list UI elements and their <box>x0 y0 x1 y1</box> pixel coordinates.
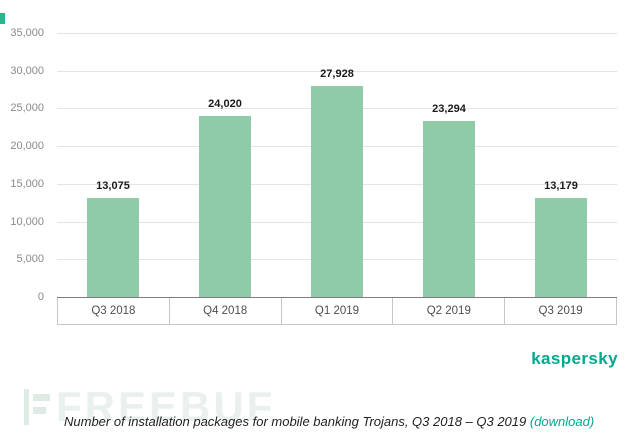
x-tick-label: Q3 2019 <box>505 298 617 324</box>
caption-text: Number of installation packages for mobi… <box>64 414 527 429</box>
bar-value-label: 13,179 <box>544 179 578 192</box>
download-link[interactable]: (download) <box>529 414 595 429</box>
y-tick-label: 25,000 <box>10 102 44 115</box>
page-corner-mark <box>0 13 5 24</box>
y-tick-label: 30,000 <box>10 64 44 77</box>
x-tick-label: Q2 2019 <box>393 298 506 324</box>
bar <box>199 115 251 297</box>
chart-caption: Number of installation packages for mobi… <box>64 414 594 429</box>
x-axis: Q3 2018 Q4 2018 Q1 2019 Q2 2019 Q3 2019 <box>57 297 617 325</box>
y-tick-label: 10,000 <box>10 215 44 228</box>
bar <box>311 86 363 297</box>
bar <box>423 121 475 297</box>
gridline <box>57 33 617 34</box>
bar <box>535 197 587 297</box>
gridline <box>57 71 617 72</box>
y-tick-label: 15,000 <box>10 177 44 190</box>
bar-value-label: 24,020 <box>208 97 242 110</box>
kaspersky-logo: kaspersky <box>531 349 618 368</box>
bar-value-label: 27,928 <box>320 68 354 81</box>
plot-area: 13,075 24,020 27,928 23,294 13,179 <box>57 33 617 297</box>
watermark: FREEBUF <box>24 386 275 428</box>
y-tick-label: 0 <box>37 291 44 303</box>
x-tick-label: Q1 2019 <box>282 298 394 324</box>
bar-value-label: 13,075 <box>96 180 130 193</box>
y-tick-label: 35,000 <box>10 27 44 39</box>
bar-value-label: 23,294 <box>432 103 466 116</box>
y-tick-label: 5,000 <box>16 253 44 266</box>
y-axis: 0 5,000 10,000 15,000 20,000 25,000 30,000 35,0… <box>0 27 50 303</box>
freebuf-watermark-icon <box>24 389 50 425</box>
bar <box>87 198 139 297</box>
y-tick-label: 20,000 <box>10 140 44 153</box>
x-tick-label: Q3 2018 <box>57 298 170 324</box>
watermark-text: FREEBUF <box>56 383 276 430</box>
x-tick-label: Q4 2018 <box>170 298 282 324</box>
